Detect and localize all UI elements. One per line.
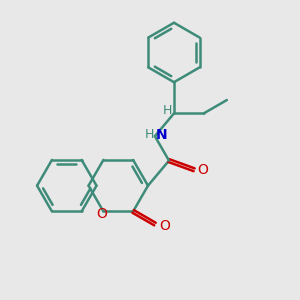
Text: O: O: [97, 207, 107, 221]
Text: O: O: [160, 218, 170, 233]
Text: N: N: [155, 128, 167, 142]
Text: H: H: [145, 128, 154, 141]
Text: H: H: [163, 104, 172, 117]
Text: O: O: [198, 163, 208, 177]
